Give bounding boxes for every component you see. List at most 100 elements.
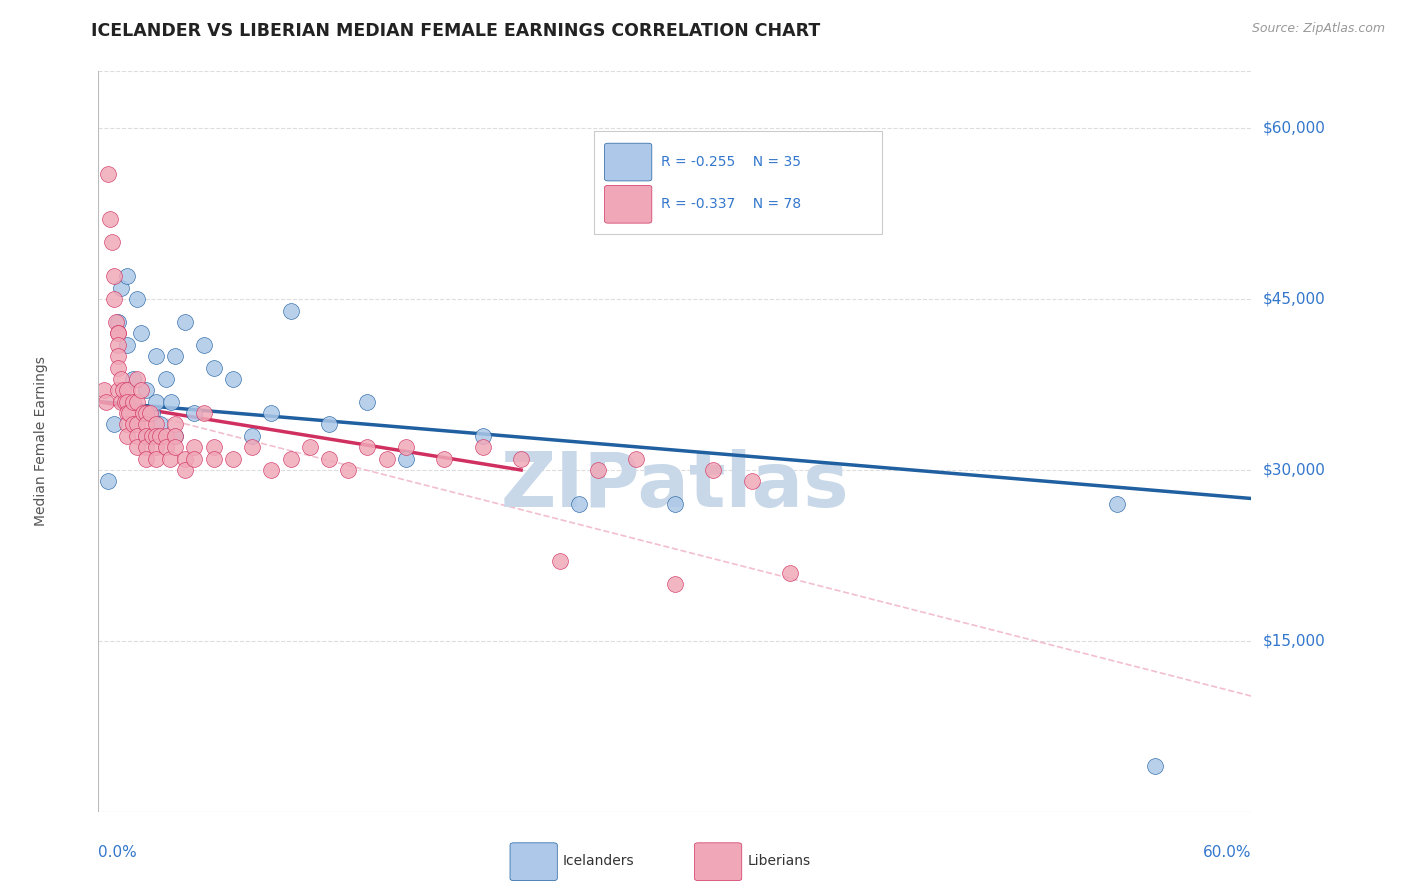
Point xyxy=(107,326,129,341)
Point xyxy=(298,440,321,454)
Point xyxy=(155,440,177,454)
Point xyxy=(141,406,163,420)
Point xyxy=(568,497,591,511)
Point xyxy=(97,475,120,489)
Point xyxy=(193,406,215,420)
Point xyxy=(193,337,215,351)
FancyBboxPatch shape xyxy=(595,130,883,235)
Point xyxy=(145,417,167,432)
Point xyxy=(118,406,141,420)
Point xyxy=(145,394,167,409)
Text: $30,000: $30,000 xyxy=(1263,463,1326,477)
Text: Median Female Earnings: Median Female Earnings xyxy=(34,357,48,526)
Point xyxy=(159,451,181,466)
Point xyxy=(104,315,127,329)
Point xyxy=(107,337,129,351)
Point xyxy=(125,394,148,409)
Point xyxy=(114,394,136,409)
Point xyxy=(117,417,138,432)
Point xyxy=(117,269,138,284)
Point xyxy=(1105,497,1128,511)
Point xyxy=(165,429,187,443)
Point xyxy=(135,406,157,420)
Point xyxy=(155,429,177,443)
Point xyxy=(160,394,183,409)
Point xyxy=(222,451,245,466)
Point xyxy=(117,429,138,443)
Point xyxy=(165,440,187,454)
Point xyxy=(240,429,263,443)
Text: R = -0.337    N = 78: R = -0.337 N = 78 xyxy=(661,197,801,211)
Point xyxy=(101,235,124,250)
Point xyxy=(183,440,205,454)
Point xyxy=(135,429,157,443)
Point xyxy=(110,281,132,295)
FancyBboxPatch shape xyxy=(510,843,557,880)
Text: Icelanders: Icelanders xyxy=(562,855,634,868)
Point xyxy=(107,349,129,363)
Point xyxy=(779,566,801,580)
Text: 60.0%: 60.0% xyxy=(1204,845,1251,860)
Point xyxy=(122,394,145,409)
Point xyxy=(97,167,120,181)
Point xyxy=(125,292,148,306)
Point xyxy=(141,429,163,443)
Point xyxy=(280,451,302,466)
Point xyxy=(174,451,197,466)
Point xyxy=(356,394,378,409)
Point xyxy=(135,429,157,443)
Point xyxy=(202,440,225,454)
Point xyxy=(135,451,157,466)
Point xyxy=(135,440,157,454)
Point xyxy=(586,463,609,477)
Point xyxy=(318,417,340,432)
Point xyxy=(110,394,132,409)
Point xyxy=(139,406,162,420)
Point xyxy=(471,440,494,454)
FancyBboxPatch shape xyxy=(605,144,652,181)
Point xyxy=(240,440,263,454)
Point xyxy=(202,451,225,466)
Point xyxy=(510,451,533,466)
Point xyxy=(129,326,152,341)
Text: ICELANDER VS LIBERIAN MEDIAN FEMALE EARNINGS CORRELATION CHART: ICELANDER VS LIBERIAN MEDIAN FEMALE EARN… xyxy=(91,22,821,40)
Point xyxy=(145,429,167,443)
Point xyxy=(202,360,225,375)
Point xyxy=(471,429,494,443)
Point xyxy=(149,429,172,443)
Point xyxy=(375,451,398,466)
Point xyxy=(112,384,135,398)
Point xyxy=(174,463,197,477)
Point xyxy=(125,417,148,432)
Point xyxy=(129,384,152,398)
Point xyxy=(318,451,340,466)
Text: Source: ZipAtlas.com: Source: ZipAtlas.com xyxy=(1251,22,1385,36)
Point xyxy=(664,497,686,511)
Text: ZIPatlas: ZIPatlas xyxy=(501,449,849,523)
Point xyxy=(664,577,686,591)
Point xyxy=(183,406,205,420)
Point xyxy=(165,349,187,363)
Point xyxy=(356,440,378,454)
Point xyxy=(260,406,283,420)
Point xyxy=(395,451,418,466)
Point xyxy=(103,269,125,284)
Point xyxy=(117,406,138,420)
Point xyxy=(626,451,648,466)
Point xyxy=(125,372,148,386)
Text: $15,000: $15,000 xyxy=(1263,633,1326,648)
Point xyxy=(125,440,148,454)
Text: $45,000: $45,000 xyxy=(1263,292,1326,307)
Point xyxy=(107,360,129,375)
Point xyxy=(165,417,187,432)
Text: Liberians: Liberians xyxy=(748,855,811,868)
Point xyxy=(107,326,129,341)
Point xyxy=(135,384,157,398)
Point xyxy=(93,384,115,398)
Point xyxy=(117,337,138,351)
Point xyxy=(117,384,138,398)
Point xyxy=(155,372,177,386)
Point xyxy=(280,303,302,318)
Point xyxy=(702,463,724,477)
Point xyxy=(165,429,187,443)
